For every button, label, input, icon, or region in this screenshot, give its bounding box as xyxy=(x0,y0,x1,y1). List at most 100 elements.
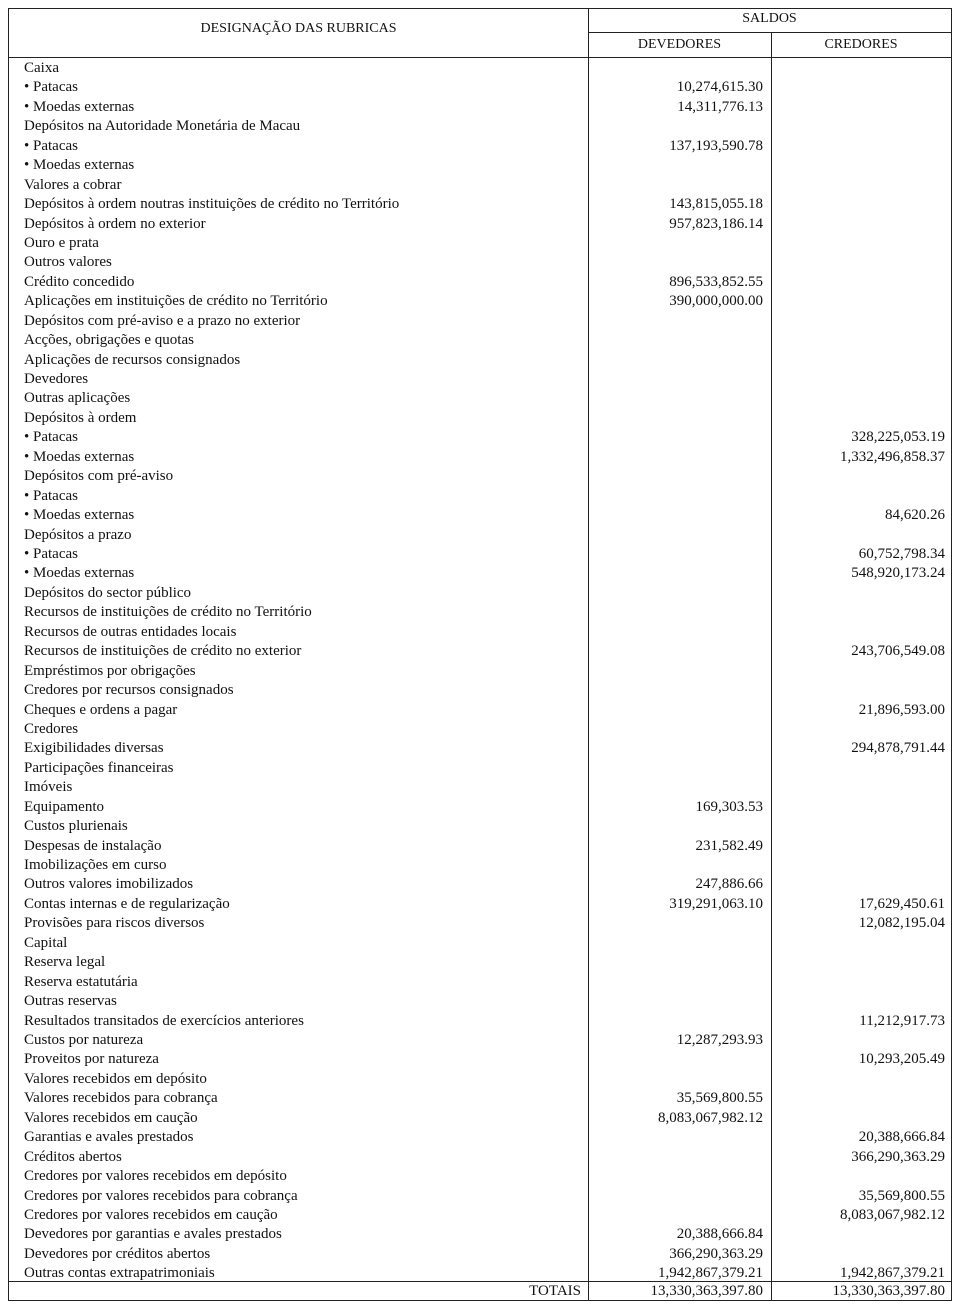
row-label: Outros valores xyxy=(24,254,112,271)
devedores-value: 366,290,363.29 xyxy=(669,1245,763,1262)
devedores-value: 957,823,186.14 xyxy=(669,215,763,232)
row-label: • Moedas externas xyxy=(24,98,135,115)
row-label: Credores por valores recebidos para cobr… xyxy=(24,1187,298,1204)
column-divider xyxy=(771,33,772,1300)
row-label: Recursos de instituições de crédito no T… xyxy=(24,604,312,621)
row-label: Proveitos por natureza xyxy=(24,1051,159,1068)
table-row: • Moedas externas xyxy=(9,156,951,175)
table-row: Exigibilidades diversas 294,878,791.44 xyxy=(9,739,951,758)
table-row: Depósitos à ordem xyxy=(9,409,951,428)
table-row: Valores recebidos em depósito xyxy=(9,1070,951,1089)
table-row: Créditos abertos 366,290,363.29 xyxy=(9,1148,951,1167)
row-label: Depósitos a prazo xyxy=(24,526,132,543)
row-label: Caixa xyxy=(24,60,59,76)
table-row: Contas internas e de regularização 319,29… xyxy=(9,895,951,914)
row-label: Credores xyxy=(24,720,79,737)
table-row: Credores por recursos consignados xyxy=(9,681,951,700)
row-label: Credores por valores recebidos em depósi… xyxy=(24,1168,287,1185)
table-row: Recursos de instituições de crédito no e… xyxy=(9,642,951,661)
row-label: • Moedas externas xyxy=(24,507,135,524)
table-row: Equipamento 169,303.53 xyxy=(9,798,951,817)
row-label: • Patacas xyxy=(24,79,78,96)
row-label: • Moedas externas xyxy=(24,448,135,465)
credores-value: 10,293,205.49 xyxy=(858,1051,945,1068)
table-row: Valores a cobrar xyxy=(9,176,951,195)
row-label: Créditos abertos xyxy=(24,1148,122,1165)
credores-value: 17,629,450.61 xyxy=(858,895,945,912)
row-label: Devedores xyxy=(24,371,89,388)
table-row: Depósitos com pré-aviso xyxy=(9,467,951,486)
row-label: Provisões para riscos diversos xyxy=(24,915,205,932)
row-label: Depósitos à ordem noutras instituições d… xyxy=(24,196,400,213)
row-label: • Patacas xyxy=(24,546,78,562)
devedores-value: 14,311,776.13 xyxy=(677,98,763,115)
table-row: Ouro e prata xyxy=(9,234,951,253)
table-row: Crédito concedido 896,533,852.55 xyxy=(9,273,951,292)
table-row: Outros valores imobilizados 247,886.66 xyxy=(9,875,951,894)
row-label: Valores recebidos em caução xyxy=(24,1109,198,1126)
row-label: Acções, obrigações e quotas xyxy=(24,332,194,349)
table-row: Devedores por garantias e avales prestad… xyxy=(9,1225,951,1244)
credores-value: 1,942,867,379.21 xyxy=(840,1265,945,1282)
table-row: Valores recebidos em caução 8,083,067,982… xyxy=(9,1109,951,1128)
row-label: Participações financeiras xyxy=(24,759,174,776)
row-label: Recursos de instituições de crédito no e… xyxy=(24,643,302,660)
table-row: • Moedas externas 548,920,173.24 xyxy=(9,564,951,583)
table-row: • Patacas 137,193,590.78 xyxy=(9,137,951,156)
devedores-value: 231,582.49 xyxy=(695,837,764,854)
table-row: Depósitos à ordem no exterior 957,823,186… xyxy=(9,215,951,234)
devedores-value: 143,815,055.18 xyxy=(669,196,763,213)
table-row: Outras aplicações xyxy=(9,389,951,408)
table-row: Custos por natureza 12,287,293.93 xyxy=(9,1031,951,1050)
row-label: Garantias e avales prestados xyxy=(24,1129,194,1146)
table-row: Recursos de outras entidades locais xyxy=(9,623,951,642)
credores-header: CREDORES xyxy=(824,37,898,52)
devedores-value: 896,533,852.55 xyxy=(669,273,763,290)
totals-devedores: 13,330,363,397.80 xyxy=(650,1283,764,1299)
row-label: Custos por natureza xyxy=(24,1032,144,1048)
credores-value: 366,290,363.29 xyxy=(851,1148,945,1165)
row-label: Empréstimos por obrigações xyxy=(24,662,196,679)
header-divider xyxy=(588,32,951,33)
table-row: Despesas de instalação 231,582.49 xyxy=(9,837,951,856)
row-label: Resultados transitados de exercícios ant… xyxy=(24,1012,304,1029)
devedores-value: 35,569,800.55 xyxy=(676,1090,763,1107)
devedores-value: 247,886.66 xyxy=(695,876,764,893)
table-row: Proveitos por natureza 10,293,205.49 xyxy=(9,1050,951,1069)
totals-divider xyxy=(9,1281,951,1282)
row-label: Aplicações de recursos consignados xyxy=(24,351,241,368)
row-label: Custos plurienais xyxy=(24,818,128,835)
credores-value: 84,620.26 xyxy=(885,507,945,524)
devedores-header: DEVEDORES xyxy=(637,37,722,52)
table-row: Reserva estatutária xyxy=(9,973,951,992)
row-label: • Moedas externas xyxy=(24,157,135,174)
row-label: Recursos de outras entidades locais xyxy=(24,623,237,640)
table-row: Devedores por créditos abertos 366,290,36… xyxy=(9,1245,951,1264)
table-row: Depósitos do sector público xyxy=(9,584,951,603)
row-label: Exigibilidades diversas xyxy=(24,740,164,757)
table-row: Credores por valores recebidos para cobr… xyxy=(9,1187,951,1206)
devedores-value: 390,000,000.00 xyxy=(669,293,763,310)
table-row: Outros valores xyxy=(9,253,951,272)
row-label: Valores recebidos para cobrança xyxy=(24,1090,218,1107)
column-divider xyxy=(588,9,589,1300)
table-row: Devedores xyxy=(9,370,951,389)
table-row: Recursos de instituições de crédito no T… xyxy=(9,603,951,622)
table-row: Participações financeiras xyxy=(9,759,951,778)
designation-header: DESIGNAÇÃO DAS RUBRICAS xyxy=(200,21,397,36)
row-label: • Patacas xyxy=(24,429,78,446)
row-label: • Patacas xyxy=(24,487,78,504)
row-label: Aplicações em instituições de crédito no… xyxy=(24,293,328,310)
row-label: Depósitos com pré-aviso e a prazo no ext… xyxy=(24,312,301,329)
row-label: Imobilizações em curso xyxy=(24,857,167,874)
table-row: Garantias e avales prestados 20,388,666.8… xyxy=(9,1128,951,1147)
table-row: Depósitos na Autoridade Monetária de Mac… xyxy=(9,117,951,136)
credores-value: 328,225,053.19 xyxy=(851,429,945,446)
row-label: Depósitos com pré-aviso xyxy=(24,468,174,485)
credores-value: 243,706,549.08 xyxy=(851,643,945,660)
table-row: • Patacas 10,274,615.30 xyxy=(9,78,951,97)
credores-value: 20,388,666.84 xyxy=(858,1129,945,1146)
credores-value: 60,752,798.34 xyxy=(858,546,945,562)
table-row: Resultados transitados de exercícios ant… xyxy=(9,1012,951,1031)
devedores-value: 20,388,666.84 xyxy=(676,1226,763,1243)
